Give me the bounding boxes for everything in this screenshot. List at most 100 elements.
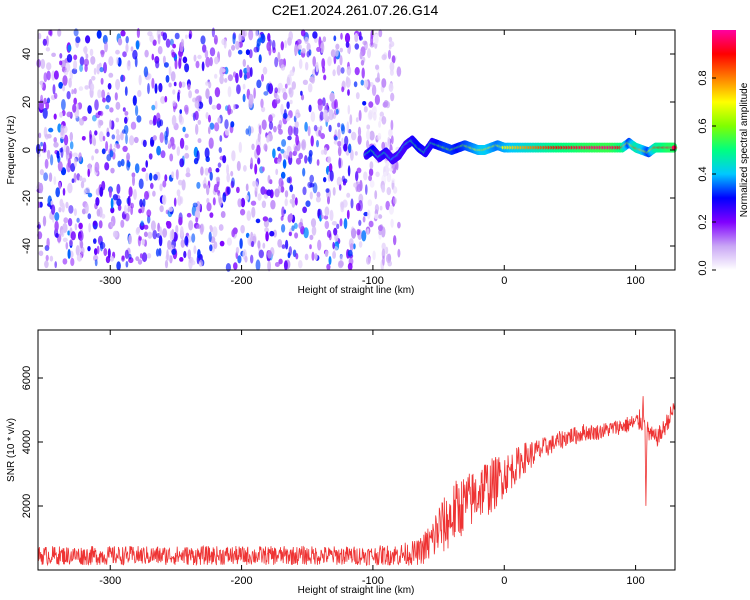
- noise-blob: [226, 164, 230, 175]
- noise-blob: [155, 248, 160, 257]
- noise-blob: [171, 171, 175, 179]
- noise-blob: [267, 250, 273, 259]
- noise-blob: [291, 193, 296, 200]
- noise-blob: [171, 51, 176, 58]
- noise-blob: [277, 124, 282, 131]
- noise-blob: [100, 77, 104, 85]
- noise-blob: [375, 171, 380, 178]
- noise-blob: [343, 218, 348, 230]
- noise-blob: [80, 180, 85, 189]
- noise-blob: [277, 51, 281, 63]
- noise-blob: [38, 250, 44, 257]
- noise-blob: [287, 252, 291, 259]
- noise-blob: [50, 200, 54, 206]
- noise-blob: [179, 137, 185, 149]
- noise-blob: [73, 97, 77, 106]
- y-tick-label: 4000: [21, 430, 33, 454]
- noise-blob: [267, 260, 271, 272]
- noise-blob: [232, 227, 238, 235]
- noise-blob: [208, 231, 212, 243]
- noise-blob: [193, 54, 197, 62]
- noise-blob: [43, 172, 48, 182]
- noise-blob: [117, 204, 122, 211]
- noise-blob: [319, 125, 323, 131]
- y-tick-label: 2000: [21, 494, 33, 518]
- noise-blob: [387, 253, 392, 262]
- noise-blob: [220, 211, 226, 218]
- noise-blob: [40, 94, 43, 102]
- noise-blob: [130, 46, 134, 52]
- noise-blob: [322, 36, 327, 43]
- noise-blob: [59, 148, 63, 153]
- noise-blob: [347, 104, 351, 115]
- noise-blob: [315, 196, 321, 203]
- noise-blob: [309, 234, 314, 241]
- noise-blob: [54, 212, 60, 221]
- x-tick-label: 100: [626, 575, 644, 587]
- colorbar-tick-label: 0.6: [697, 118, 709, 133]
- noise-blob: [236, 186, 240, 194]
- noise-blob: [72, 152, 78, 158]
- noise-blob: [96, 30, 102, 39]
- noise-blob: [276, 158, 281, 164]
- noise-blob: [69, 239, 73, 247]
- noise-blob: [256, 144, 261, 156]
- noise-blob: [381, 141, 386, 151]
- noise-blob: [255, 29, 259, 37]
- noise-blob: [70, 257, 75, 267]
- noise-blob: [205, 81, 210, 86]
- noise-blob: [397, 248, 401, 258]
- noise-blob: [281, 139, 287, 147]
- noise-blob: [230, 170, 234, 177]
- noise-blob: [105, 104, 110, 110]
- noise-blob: [275, 98, 281, 104]
- noise-blob: [78, 86, 84, 91]
- noise-blob: [185, 172, 191, 178]
- noise-blob: [287, 36, 292, 46]
- noise-blob: [227, 86, 232, 98]
- noise-blob: [159, 132, 164, 144]
- noise-blob: [218, 224, 224, 231]
- noise-blob: [145, 160, 148, 168]
- noise-blob: [277, 82, 283, 91]
- noise-blob: [322, 66, 326, 74]
- noise-blob: [346, 192, 351, 198]
- noise-blob: [240, 197, 246, 208]
- noise-blob: [280, 41, 284, 51]
- noise-blob: [208, 114, 211, 123]
- noise-blob: [156, 112, 161, 122]
- noise-blob: [250, 200, 257, 206]
- noise-blob: [293, 125, 299, 136]
- noise-blob: [357, 126, 362, 137]
- noise-blob: [65, 201, 69, 209]
- noise-blob: [266, 41, 272, 52]
- noise-blob: [255, 259, 261, 271]
- noise-blob: [227, 104, 232, 116]
- noise-blob: [336, 176, 342, 187]
- noise-blob: [164, 95, 168, 103]
- noise-blob: [120, 74, 124, 83]
- noise-blob: [135, 105, 139, 117]
- noise-blob: [116, 198, 122, 207]
- noise-blob: [258, 249, 264, 259]
- noise-blob: [339, 47, 343, 53]
- noise-blob: [222, 155, 227, 164]
- noise-blob: [171, 143, 176, 150]
- noise-blob: [294, 197, 298, 206]
- noise-blob: [167, 140, 171, 149]
- noise-blob: [90, 83, 95, 91]
- noise-blob: [357, 134, 362, 145]
- noise-blob: [126, 152, 131, 161]
- noise-blob: [307, 125, 311, 137]
- noise-blob: [268, 217, 273, 223]
- noise-blob: [325, 188, 330, 193]
- noise-blob: [91, 75, 96, 81]
- noise-blob: [232, 33, 236, 45]
- noise-blob: [250, 254, 254, 264]
- noise-blob: [94, 148, 99, 154]
- noise-blob: [387, 136, 391, 148]
- noise-blob: [171, 248, 177, 255]
- noise-blob: [209, 122, 215, 130]
- noise-blob: [270, 199, 276, 210]
